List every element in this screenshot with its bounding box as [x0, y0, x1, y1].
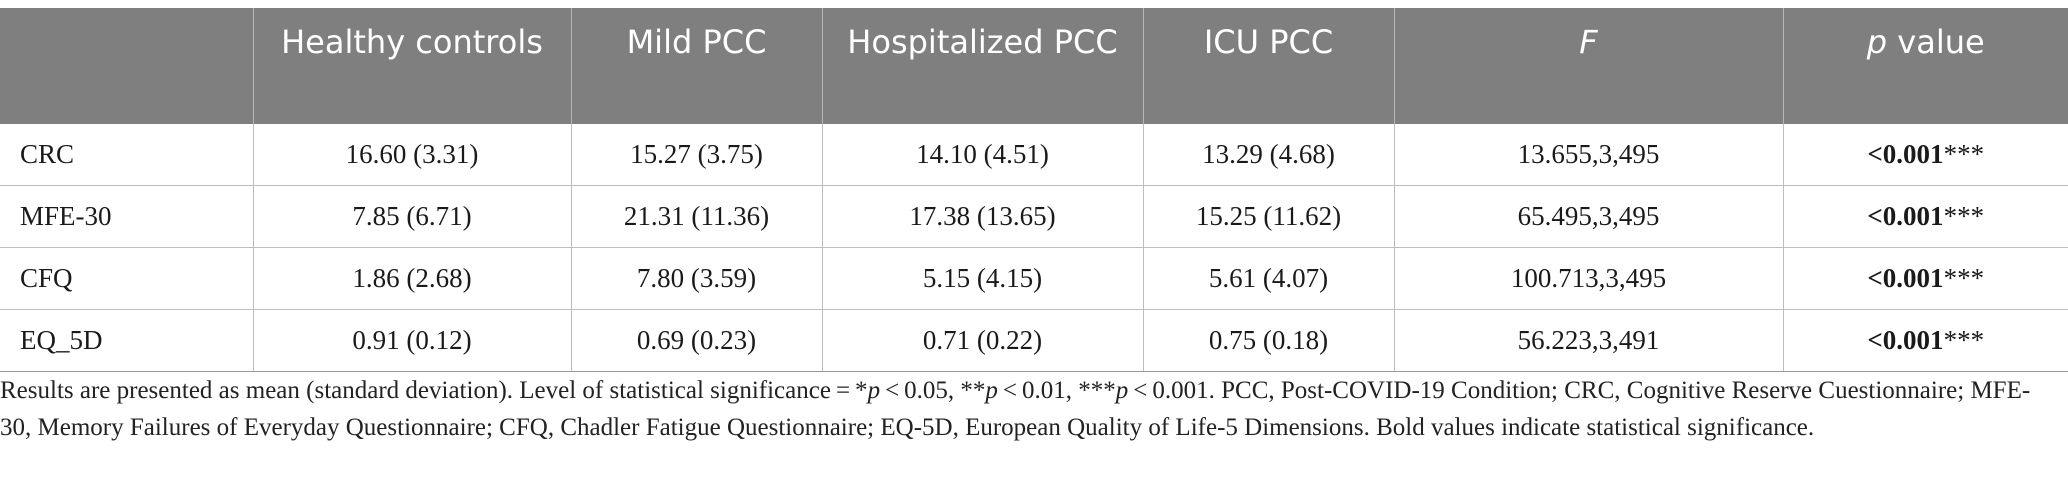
cell-p-value: <0.001*** [1782, 309, 2068, 372]
cell-hospitalized: 5.15 (4.15) [821, 247, 1143, 310]
cell-f: 56.223,3,491 [1393, 309, 1783, 372]
cell-f: 13.655,3,495 [1393, 124, 1783, 186]
row-label: MFE-30 [0, 185, 253, 248]
header-hospitalized-pcc: Hospitalized PCC [821, 8, 1143, 124]
cell-p-value: <0.001*** [1782, 185, 2068, 248]
footnote-text-4: < 0.001. PCC, Post-COVID-19 Condition; C… [0, 377, 2031, 441]
p-value-bold: <0.001 [1867, 201, 1944, 231]
header-p-value: p value [1782, 8, 2068, 124]
cell-icu: 13.29 (4.68) [1142, 124, 1394, 186]
table-row: CRC 16.60 (3.31) 15.27 (3.75) 14.10 (4.5… [0, 124, 2068, 186]
header-healthy-controls: Healthy controls [252, 8, 571, 124]
header-p-value-label: value [1887, 23, 1985, 61]
p-value-stars: *** [1943, 201, 1985, 231]
cell-f: 100.713,3,495 [1393, 247, 1783, 310]
cell-icu: 0.75 (0.18) [1142, 309, 1394, 372]
header-mild-pcc: Mild PCC [570, 8, 822, 124]
footnote-p-symbol-2: p [985, 377, 998, 404]
p-value-stars: *** [1943, 263, 1985, 293]
results-table: Healthy controls Mild PCC Hospitalized P… [0, 8, 2068, 372]
cell-hospitalized: 0.71 (0.22) [821, 309, 1143, 372]
cell-icu: 5.61 (4.07) [1142, 247, 1394, 310]
p-value-bold: <0.001 [1867, 325, 1944, 355]
p-value-stars: *** [1943, 325, 1985, 355]
cell-mild: 15.27 (3.75) [570, 124, 822, 186]
cell-healthy: 16.60 (3.31) [252, 124, 571, 186]
header-p-symbol: p [1866, 23, 1888, 61]
cell-hospitalized: 14.10 (4.51) [821, 124, 1143, 186]
results-table-container: Healthy controls Mild PCC Hospitalized P… [0, 8, 2068, 372]
cell-icu: 15.25 (11.62) [1142, 185, 1394, 248]
cell-mild: 0.69 (0.23) [570, 309, 822, 372]
footnote-text-1: Results are presented as mean (standard … [0, 377, 868, 404]
p-value-bold: <0.001 [1867, 139, 1944, 169]
cell-healthy: 0.91 (0.12) [252, 309, 571, 372]
cell-mild: 7.80 (3.59) [570, 247, 822, 310]
header-f-statistic: F [1393, 8, 1783, 124]
row-label: CFQ [0, 247, 253, 310]
footnote-text-3: < 0.01, *** [997, 377, 1116, 404]
table-row: EQ_5D 0.91 (0.12) 0.69 (0.23) 0.71 (0.22… [0, 309, 2068, 372]
footnote-text-2: < 0.05, ** [880, 377, 986, 404]
cell-hospitalized: 17.38 (13.65) [821, 185, 1143, 248]
footnote-p-symbol-1: p [867, 377, 881, 404]
table-footnote: Results are presented as mean (standard … [0, 372, 2040, 446]
row-label: CRC [0, 124, 253, 186]
cell-p-value: <0.001*** [1782, 247, 2068, 310]
cell-healthy: 7.85 (6.71) [252, 185, 571, 248]
cell-mild: 21.31 (11.36) [570, 185, 822, 248]
table-row: MFE-30 7.85 (6.71) 21.31 (11.36) 17.38 (… [0, 185, 2068, 248]
header-empty-cell [0, 8, 253, 124]
header-f-symbol: F [1579, 23, 1598, 61]
header-icu-pcc: ICU PCC [1142, 8, 1394, 124]
row-label: EQ_5D [0, 309, 253, 372]
cell-p-value: <0.001*** [1782, 124, 2068, 186]
table-header: Healthy controls Mild PCC Hospitalized P… [0, 8, 2068, 124]
table-body: CRC 16.60 (3.31) 15.27 (3.75) 14.10 (4.5… [0, 124, 2068, 372]
footnote-p-symbol-3: p [1115, 377, 1129, 404]
table-row: CFQ 1.86 (2.68) 7.80 (3.59) 5.15 (4.15) … [0, 247, 2068, 310]
p-value-stars: *** [1943, 139, 1985, 169]
cell-healthy: 1.86 (2.68) [252, 247, 571, 310]
cell-f: 65.495,3,495 [1393, 185, 1783, 248]
p-value-bold: <0.001 [1867, 263, 1944, 293]
